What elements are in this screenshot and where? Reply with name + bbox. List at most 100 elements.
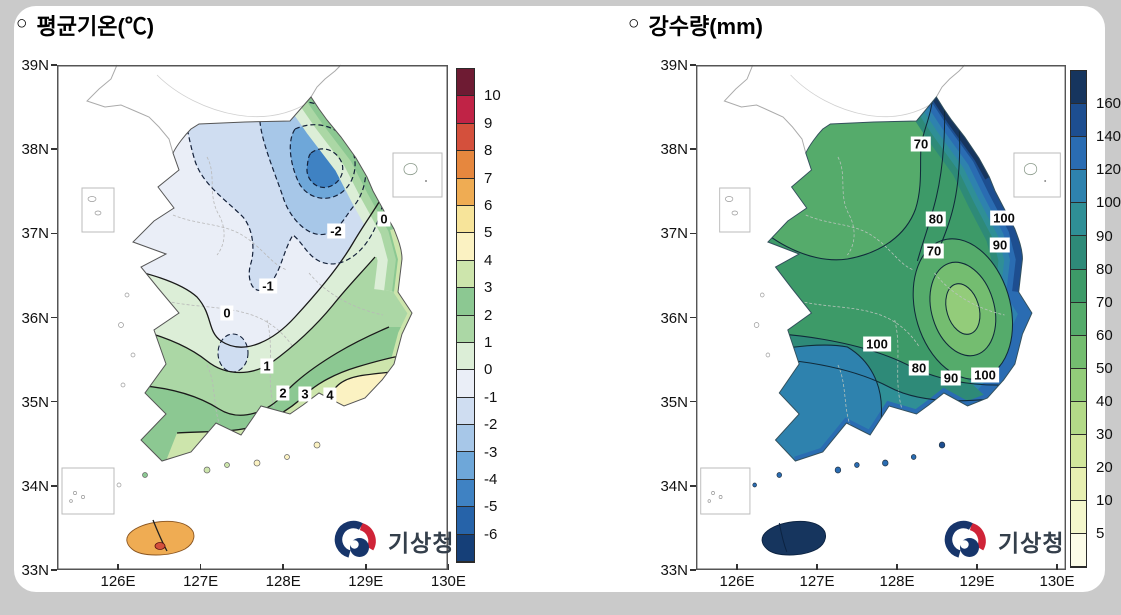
y-axis-tick-mark bbox=[51, 232, 57, 235]
colorbar-tick-label: 140 bbox=[1096, 128, 1121, 146]
y-axis-tick-label: 33N bbox=[660, 562, 688, 580]
y-axis-tick-label: 33N bbox=[21, 562, 49, 580]
north-korea-west-coastline bbox=[723, 64, 807, 154]
y-axis-tick-label: 36N bbox=[21, 309, 49, 327]
colorbar-segment bbox=[1071, 170, 1086, 204]
contour-label: 90 bbox=[989, 237, 1011, 253]
contour-label: 2 bbox=[276, 385, 290, 401]
y-axis-tick-mark bbox=[690, 232, 696, 235]
colorbar-segment bbox=[1071, 302, 1086, 336]
colorbar-tick-label: -1 bbox=[484, 388, 498, 406]
colorbar-segment bbox=[1071, 203, 1086, 237]
colorbar-segment bbox=[457, 479, 474, 508]
x-axis-tick-mark bbox=[199, 564, 202, 570]
colorbar-segment bbox=[457, 342, 474, 371]
inset-boxes bbox=[61, 152, 443, 515]
y-axis-tick-label: 34N bbox=[660, 477, 688, 495]
x-axis-tick-mark bbox=[896, 564, 898, 570]
colorbar-segment bbox=[1071, 368, 1086, 402]
colorbar-segment bbox=[457, 370, 474, 398]
colorbar-segment bbox=[457, 425, 474, 453]
colorbar-tick-label: 20 bbox=[1096, 459, 1113, 477]
east-coast-strip-3-4 bbox=[390, 227, 412, 366]
colorbar-tick-label: 5 bbox=[1096, 525, 1105, 543]
y-axis-tick-mark bbox=[51, 485, 57, 487]
y-axis-tick-mark bbox=[690, 400, 696, 403]
colorbar-segment bbox=[457, 260, 474, 289]
x-axis-tick-label: 126E bbox=[100, 573, 136, 590]
x-axis-tick-label: 128E bbox=[265, 573, 301, 590]
colorbar-segment bbox=[457, 233, 474, 261]
colorbar-segment bbox=[457, 69, 474, 97]
right-map-title: ○ 강수량(mm) bbox=[628, 9, 763, 41]
colorbar-tick-label: 100 bbox=[1096, 194, 1121, 212]
colorbar-tick-label: -3 bbox=[484, 443, 498, 461]
colorbar-segment bbox=[457, 397, 474, 426]
y-axis-tick-label: 35N bbox=[660, 393, 688, 411]
kma-logo-text: 기상청 bbox=[998, 530, 1065, 556]
bullet-circle-icon: ○ bbox=[628, 13, 640, 34]
north-korea-interior-line bbox=[156, 74, 312, 118]
x-axis-tick-label: 127E bbox=[799, 573, 835, 590]
colorbar-tick-label: 9 bbox=[484, 114, 493, 132]
colorbar-tick-label: 70 bbox=[1096, 293, 1113, 311]
colorbar-tick-label: 2 bbox=[484, 306, 493, 324]
contour-label: 1 bbox=[260, 358, 274, 374]
cold-spot-contour bbox=[217, 333, 249, 373]
colorbar-segment bbox=[1071, 534, 1086, 568]
colorbar-tick-label: 5 bbox=[484, 224, 493, 242]
colorbar-tick-label: -5 bbox=[484, 498, 498, 516]
x-axis-tick-label: 126E bbox=[719, 573, 755, 590]
plot-border bbox=[57, 65, 448, 570]
colorbar-segment bbox=[1071, 335, 1086, 369]
precipitation-map bbox=[696, 64, 1066, 570]
x-axis-tick-mark bbox=[447, 564, 450, 570]
inset-boxes bbox=[700, 152, 1061, 515]
colorbar-segment bbox=[1071, 236, 1086, 270]
colorbar-segment bbox=[457, 288, 474, 316]
left-map-title: ○ 평균기온(℃) bbox=[16, 9, 154, 41]
x-axis-tick-label: 129E bbox=[959, 573, 995, 590]
colorbar-tick-label: 7 bbox=[484, 169, 493, 187]
y-axis-tick-mark bbox=[690, 485, 696, 487]
colorbar-segment bbox=[1071, 468, 1086, 502]
colorbar-segment bbox=[1071, 269, 1086, 303]
colorbar-segment bbox=[457, 123, 474, 152]
plot-border bbox=[696, 65, 1066, 570]
y-axis-tick-label: 38N bbox=[660, 141, 688, 159]
colorbar-tick-label: -6 bbox=[484, 525, 498, 543]
y-axis-tick-mark bbox=[51, 64, 57, 66]
y-axis-tick-label: 36N bbox=[660, 309, 688, 327]
y-axis-tick-mark bbox=[690, 569, 696, 571]
y-axis-tick-mark bbox=[690, 316, 696, 319]
x-axis-tick-mark bbox=[976, 564, 978, 570]
contour-label: 70 bbox=[923, 243, 945, 259]
korea-coastline bbox=[767, 96, 1033, 462]
band-100-120-sw bbox=[767, 345, 882, 461]
colorbar-tick-label: 4 bbox=[484, 251, 493, 269]
colorbar-segment bbox=[1071, 401, 1086, 436]
colorbar-segment bbox=[457, 205, 474, 234]
kma-logo-left: 기상청 bbox=[334, 518, 454, 564]
y-axis-tick-label: 34N bbox=[21, 477, 49, 495]
colorbar-segment bbox=[457, 507, 474, 535]
colorbar-tick-label: 90 bbox=[1096, 227, 1113, 245]
colorbar-tick-label: 10 bbox=[1096, 492, 1113, 510]
colorbar-tick-label: 50 bbox=[1096, 359, 1113, 377]
colorbar-tick-label: 6 bbox=[484, 197, 493, 214]
southeast-dry-pocket bbox=[912, 238, 1014, 380]
colorbar-segment bbox=[1071, 435, 1086, 469]
temperature-map bbox=[57, 64, 448, 570]
precipitation-colorbar: 160 140 120 100 90 80 70 60 50 40 30 20 10 5 bbox=[1070, 70, 1121, 569]
colorbar-tick-label: 40 bbox=[1096, 393, 1113, 410]
colorbar-tick-label: 1 bbox=[484, 334, 493, 351]
x-axis-tick-mark bbox=[816, 564, 818, 570]
contour-label: 100 bbox=[863, 336, 891, 352]
colorbar-segment bbox=[457, 96, 474, 124]
jeju-island bbox=[126, 519, 195, 556]
x-axis-tick-label: 129E bbox=[348, 573, 384, 590]
x-axis-tick-mark bbox=[365, 564, 367, 570]
colorbar-tick-label: 30 bbox=[1096, 426, 1113, 444]
y-axis-tick-mark bbox=[51, 400, 57, 403]
